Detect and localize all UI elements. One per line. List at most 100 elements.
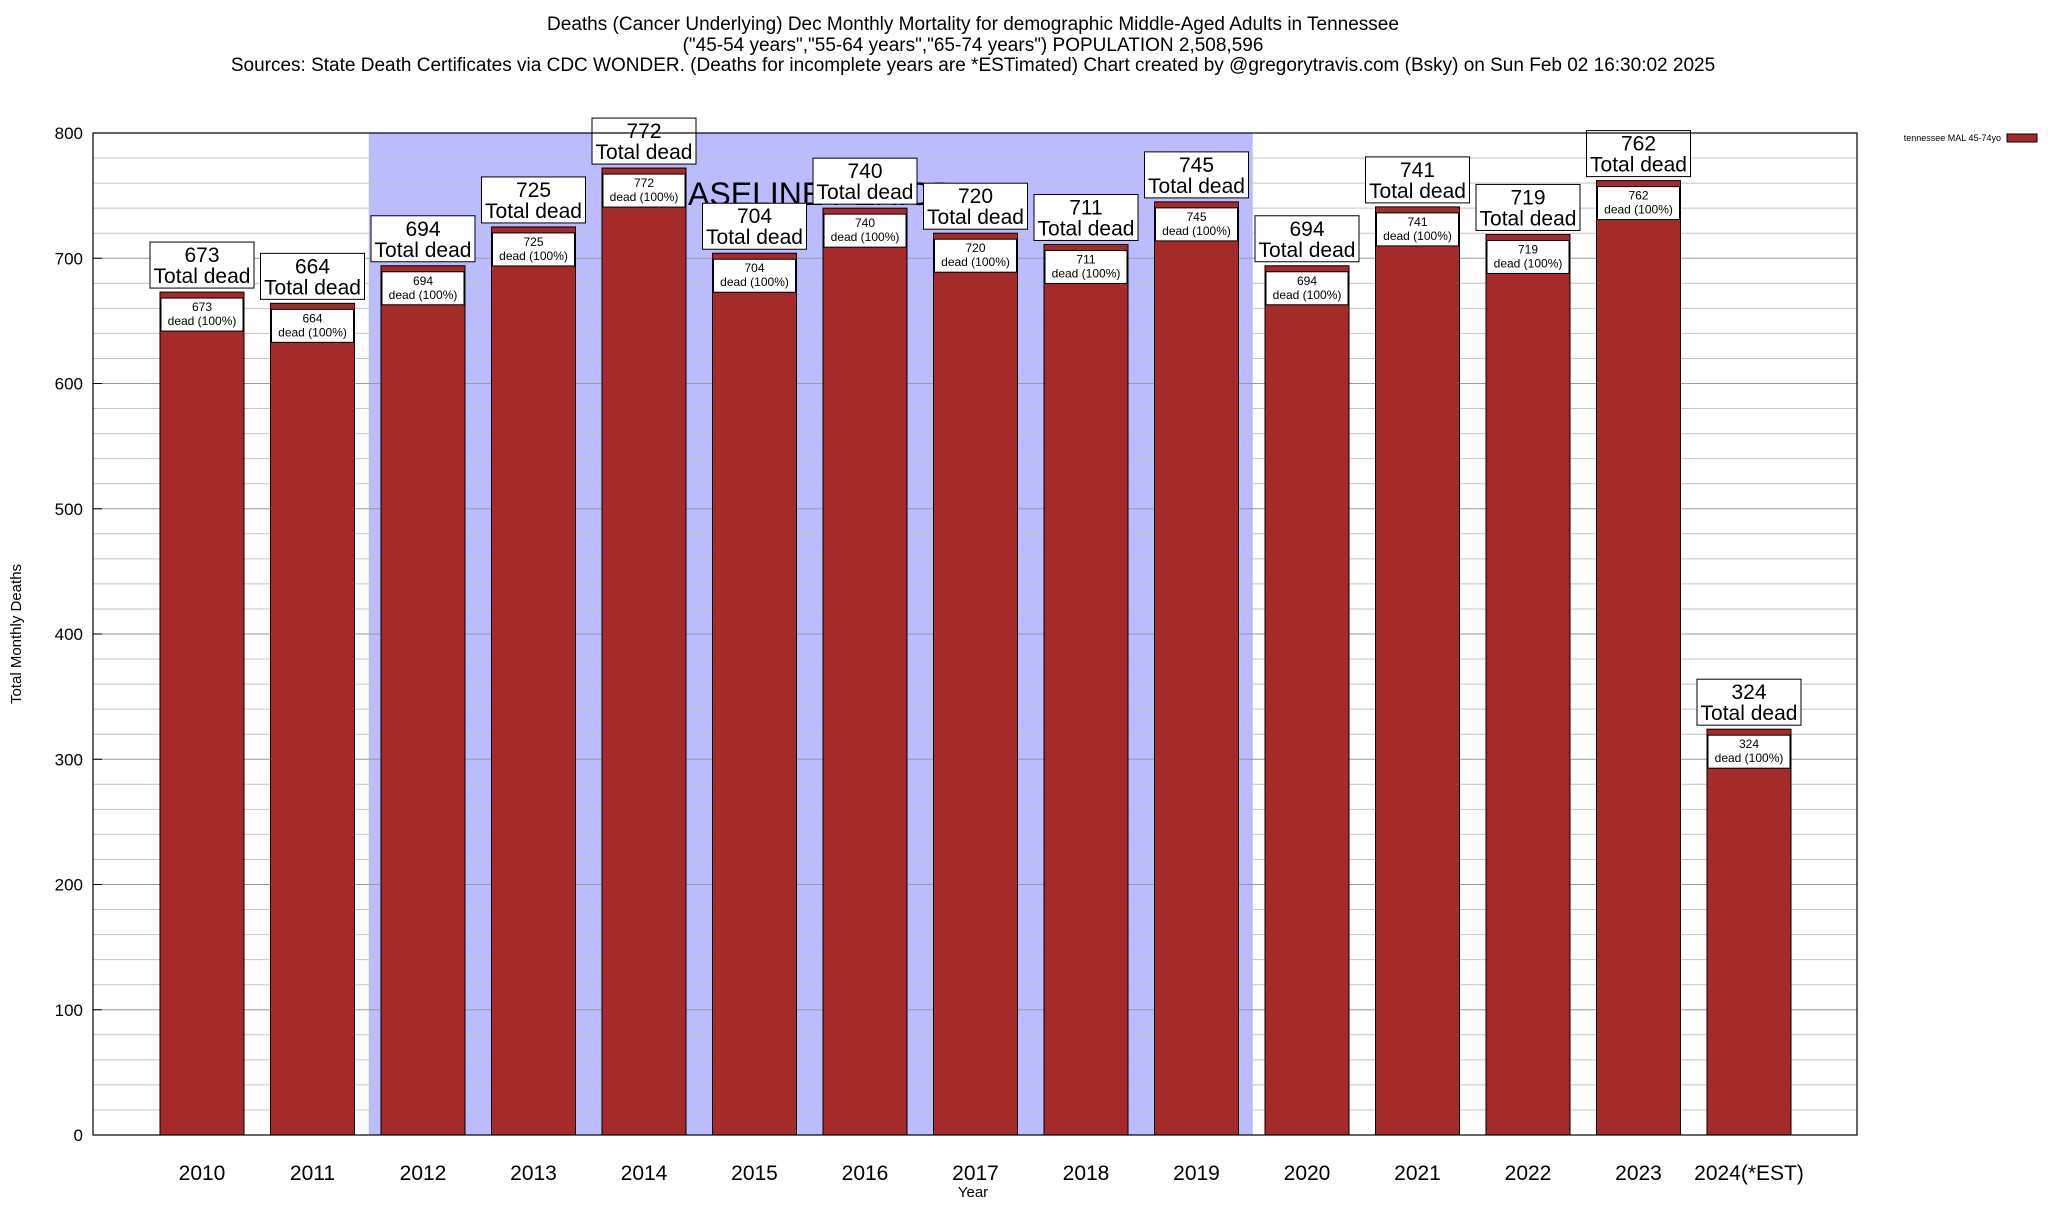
x-tick-label: 2011 [290, 1162, 335, 1185]
inner-label-box [492, 232, 575, 267]
total-value-label: 694 [405, 218, 440, 241]
inner-percent-label: dead (100%) [168, 314, 237, 328]
total-value-label: 762 [1621, 133, 1656, 156]
total-value-label: 711 [1069, 196, 1102, 219]
inner-value-label: 762 [1628, 189, 1648, 203]
inner-percent-label: dead (100%) [610, 190, 679, 204]
bar [380, 265, 466, 1136]
x-tick-label: 2014 [621, 1162, 668, 1185]
inner-value-label: 745 [1186, 210, 1206, 224]
total-label-box [1586, 130, 1691, 178]
y-tick-label: 600 [55, 375, 83, 394]
total-label-box [1696, 678, 1802, 726]
inner-percent-label: dead (100%) [389, 288, 458, 302]
total-value-label: 324 [1731, 681, 1766, 704]
x-tick-label: 2024(*EST) [1694, 1162, 1804, 1185]
x-tick-label: 2017 [952, 1162, 999, 1185]
total-value-label: 725 [516, 179, 551, 202]
x-tick-label: 2016 [842, 1162, 889, 1185]
bar [822, 207, 908, 1136]
bar [1043, 243, 1129, 1136]
inner-percent-label: dead (100%) [499, 249, 568, 263]
bar [712, 252, 797, 1136]
total-text-label: Total dead [1038, 217, 1135, 240]
total-label-box [1475, 183, 1581, 231]
total-text-label: Total dead [1369, 180, 1466, 203]
y-tick-label: 0 [74, 1126, 83, 1145]
bar [601, 167, 687, 1136]
x-tick-label: 2013 [510, 1162, 557, 1185]
inner-label-box [160, 297, 244, 332]
inner-percent-label: dead (100%) [1052, 266, 1121, 280]
inner-percent-label: dead (100%) [1494, 256, 1563, 270]
inner-label-box [1265, 271, 1349, 306]
bar [1706, 728, 1792, 1136]
inner-value-label: 694 [413, 274, 433, 288]
x-tick-label: 2022 [1505, 1162, 1552, 1185]
y-tick-label: 200 [55, 876, 83, 895]
total-value-label: 673 [184, 244, 219, 267]
inner-percent-label: dead (100%) [1383, 229, 1452, 243]
inner-percent-label: dead (100%) [1604, 203, 1673, 217]
inner-label-box [934, 238, 1017, 273]
total-value-label: 720 [958, 185, 993, 208]
total-text-label: Total dead [485, 200, 582, 223]
chart-title-line: Deaths (Cancer Underlying) Dec Monthly M… [547, 14, 1399, 35]
inner-percent-label: dead (100%) [941, 255, 1010, 269]
total-text-label: Total dead [375, 239, 472, 262]
bar [1375, 206, 1460, 1136]
total-label-box [1144, 151, 1249, 199]
total-label-box [149, 241, 255, 289]
bar [933, 232, 1018, 1136]
total-text-label: Total dead [817, 181, 914, 204]
inner-label-box [1707, 734, 1791, 769]
total-label-box [702, 202, 807, 250]
total-label-box [370, 215, 476, 263]
inner-value-label: 664 [302, 311, 322, 325]
inner-label-box [1044, 249, 1128, 284]
total-label-box [591, 117, 697, 165]
inner-label-box [1486, 239, 1570, 274]
y-axis-title: Total Monthly Deaths [8, 564, 25, 704]
total-text-label: Total dead [927, 206, 1024, 229]
inner-percent-label: dead (100%) [1162, 224, 1231, 238]
inner-label-box [381, 271, 465, 306]
inner-percent-label: dead (100%) [278, 325, 347, 339]
inner-value-label: 673 [192, 300, 212, 314]
bar [1264, 265, 1350, 1136]
total-text-label: Total dead [1590, 154, 1687, 177]
inner-label-box [602, 173, 686, 208]
total-label-box [481, 176, 586, 224]
total-label-box [1254, 215, 1360, 263]
total-value-label: 719 [1510, 186, 1545, 209]
bar [1485, 233, 1571, 1136]
total-label-box [260, 252, 365, 300]
total-text-label: Total dead [1148, 175, 1245, 198]
inner-percent-label: dead (100%) [831, 230, 900, 244]
total-label-box [1365, 156, 1470, 204]
total-value-label: 664 [295, 255, 330, 278]
total-value-label: 704 [737, 205, 772, 228]
inner-label-box [1597, 186, 1680, 221]
legend-swatch [2006, 133, 2038, 143]
inner-percent-label: dead (100%) [1273, 288, 1342, 302]
inner-percent-label: dead (100%) [720, 275, 789, 289]
y-tick-label: 300 [55, 750, 83, 769]
chart-title-line: Sources: State Death Certificates via CD… [231, 55, 1715, 76]
x-tick-label: 2012 [400, 1162, 447, 1185]
inner-label-box [271, 308, 354, 343]
inner-value-label: 720 [965, 241, 985, 255]
total-text-label: Total dead [596, 141, 693, 164]
legend-label: tennessee MAL 45-74yo [1904, 133, 2001, 143]
inner-value-label: 694 [1297, 274, 1317, 288]
chart-title-line: ("45-54 years","55-64 years","65-74 year… [683, 35, 1264, 56]
total-value-label: 694 [1289, 218, 1324, 241]
y-tick-label: 700 [55, 249, 83, 268]
total-value-label: 772 [626, 120, 661, 143]
x-axis-title: Year [958, 1184, 988, 1200]
inner-value-label: 711 [1076, 252, 1095, 266]
total-text-label: Total dead [154, 265, 251, 288]
inner-label-box [1155, 207, 1238, 242]
